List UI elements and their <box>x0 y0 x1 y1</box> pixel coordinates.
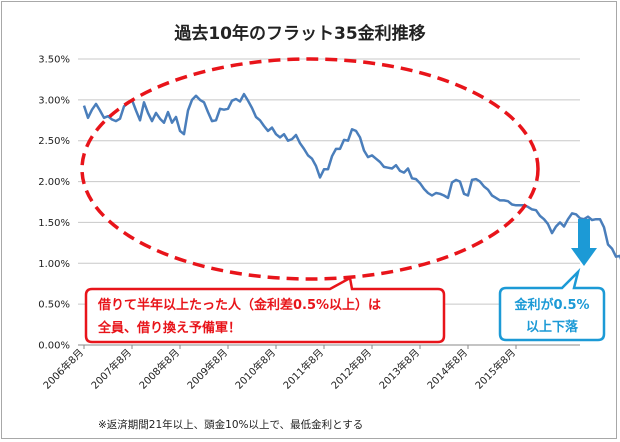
blue-callout-line-2: 以上下落 <box>526 319 579 335</box>
blue-callout-line-1: 金利が0.5% <box>513 297 589 313</box>
y-tick-label: 0.50% <box>38 300 70 311</box>
x-tick-label: 2011年8月 <box>280 346 326 392</box>
blue-arrow <box>571 219 597 266</box>
x-tick-label: 2007年8月 <box>88 346 134 392</box>
red-callout: 借りて半年以上たった人（金利差0.5%以上）は 全員、借り換え予備軍！ <box>84 276 446 344</box>
x-tick-label: 2015年8月 <box>472 346 518 392</box>
x-tick-label: 2009年8月 <box>184 346 230 392</box>
red-callout-line-2: 全員、借り換え予備軍！ <box>97 320 241 336</box>
y-axis-ticks: 3.50% 3.00% 2.50% 2.00% 1.50% 1.00% 0.50% 0.00% <box>38 55 70 352</box>
highlight-ellipse <box>80 57 540 281</box>
x-tick-label: 2008年8月 <box>136 346 182 392</box>
gridlines <box>78 58 580 346</box>
x-tick-label: 2006年8月 <box>40 346 86 392</box>
blue-callout-box <box>498 267 606 342</box>
y-tick-label: 3.00% <box>38 95 70 106</box>
y-tick-label: 0.00% <box>38 341 70 352</box>
y-tick-label: 1.50% <box>38 218 70 229</box>
blue-callout: 金利が0.5% 以上下落 <box>498 267 606 342</box>
x-axis-ticks: 2006年8月 2007年8月 2008年8月 2009年8月 2010年8月 2011年… <box>40 345 518 392</box>
y-tick-label: 3.50% <box>38 55 70 66</box>
blue-arrow-head <box>571 248 597 266</box>
x-tick-label: 2013年8月 <box>376 346 422 392</box>
red-callout-line-1: 借りて半年以上たった人（金利差0.5%以上）は <box>97 297 381 313</box>
y-tick-label: 1.00% <box>38 259 70 270</box>
x-tick-label: 2010年8月 <box>232 346 278 392</box>
footnote: ※返済期間21年以上、頭金10%以上で、最低金利とする <box>98 418 363 431</box>
series-group <box>82 92 620 261</box>
blue-arrow-shaft <box>578 219 590 249</box>
x-tick-label: 2012年8月 <box>328 346 374 392</box>
y-tick-label: 2.50% <box>38 136 70 147</box>
red-callout-box <box>84 276 446 344</box>
x-tick-label: 2014年8月 <box>424 346 470 392</box>
chart-title: 過去10年のフラット35金利推移 <box>174 23 425 44</box>
y-tick-label: 2.00% <box>38 177 70 188</box>
series-line <box>82 92 620 261</box>
